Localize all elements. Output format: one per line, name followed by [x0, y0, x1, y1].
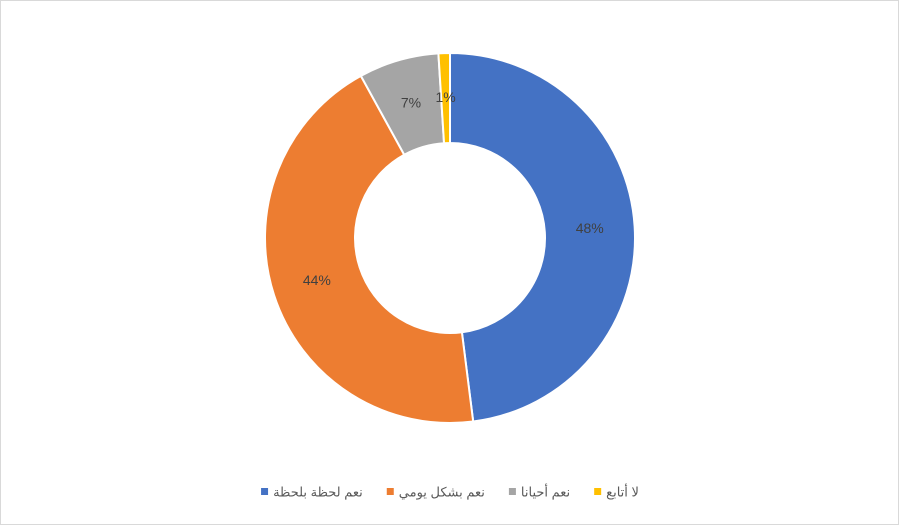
legend-swatch [508, 488, 516, 495]
legend-label: نعم لحظة بلحظة [273, 484, 363, 500]
legend: نعم لحظة بلحظة نعم بشكل يومي نعم أحيانا لا … [261, 483, 639, 500]
data-label: 7% [401, 94, 421, 110]
legend-label: نعم أحيانا [521, 483, 570, 500]
legend-swatch [594, 488, 602, 495]
labels: 48% 44% 7% 1% [303, 89, 604, 288]
slices [264, 51, 636, 424]
slice [437, 51, 451, 145]
slice [264, 74, 475, 424]
data-label: 48% [576, 220, 604, 236]
data-label: 1% [435, 89, 455, 105]
legend-swatch [386, 488, 394, 495]
legend-swatch [261, 488, 269, 495]
data-label: 44% [303, 272, 331, 288]
legend-label: نعم بشكل يومي [399, 484, 485, 500]
slice [449, 51, 636, 423]
legend-label: لا أتابع [606, 483, 639, 500]
